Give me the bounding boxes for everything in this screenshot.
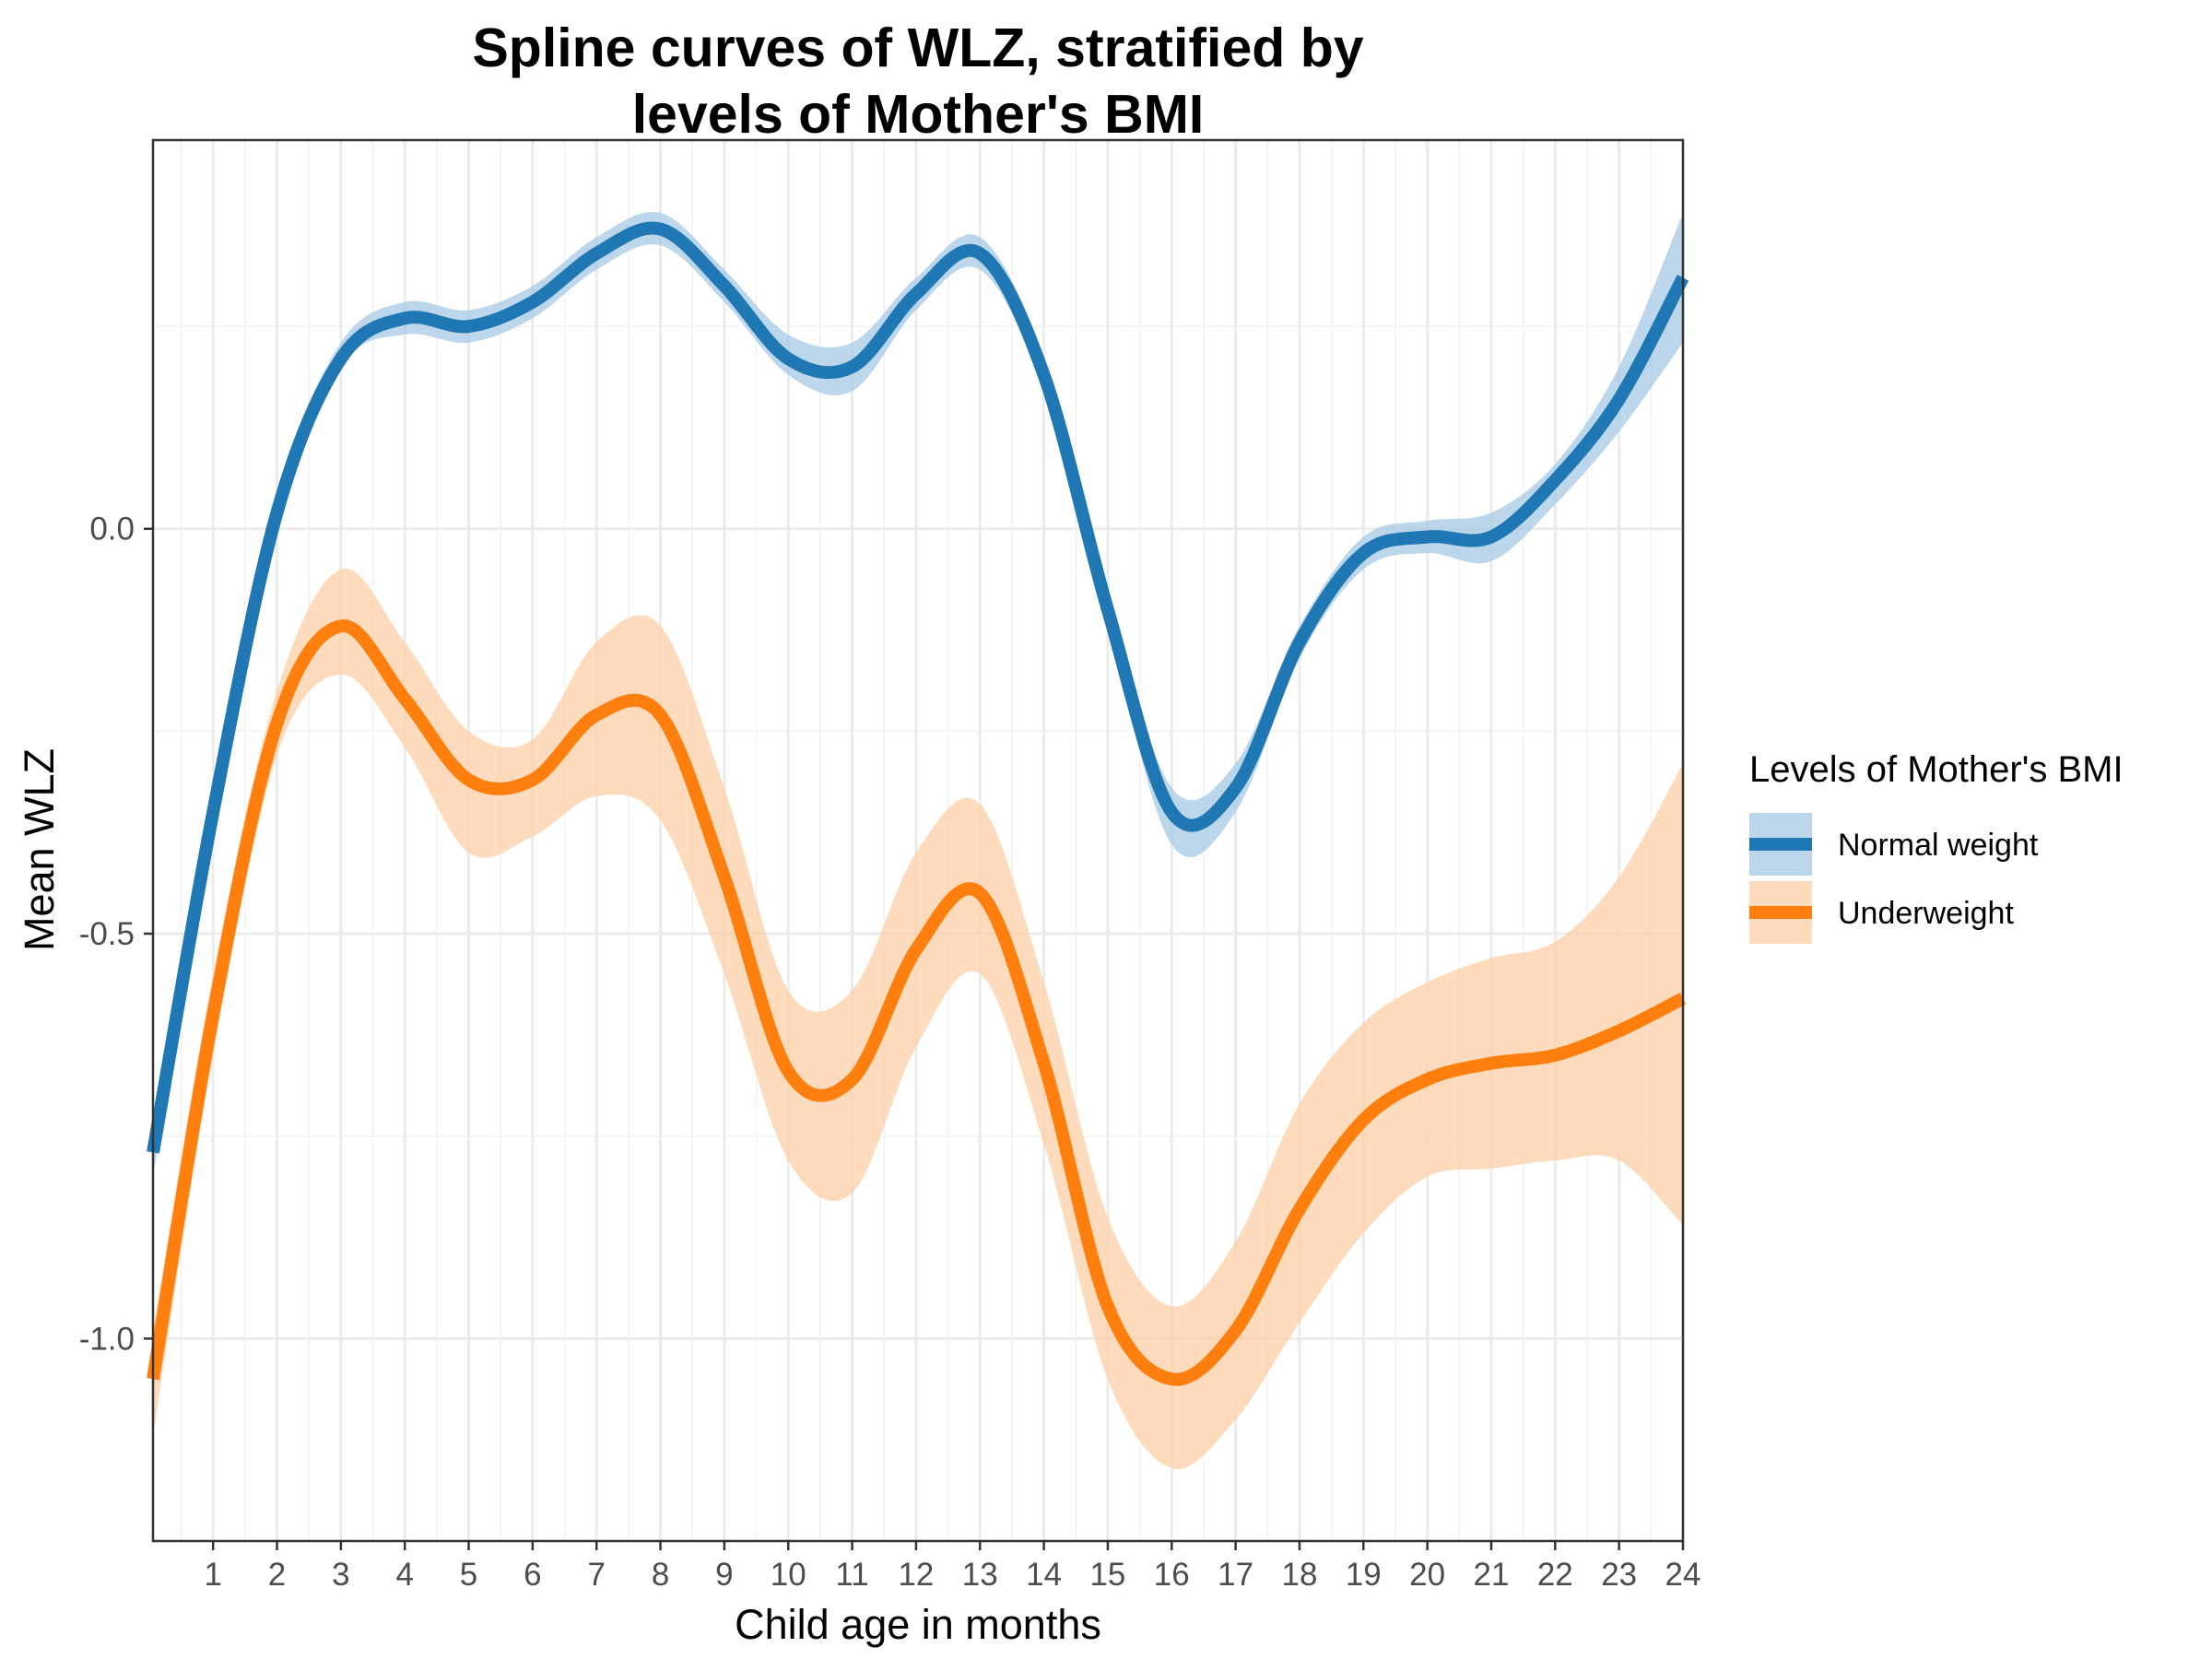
x-tick-label: 11 — [835, 1557, 868, 1593]
x-axis-title: Child age in months — [735, 1601, 1101, 1648]
legend-label-underweight: Underweight — [1838, 896, 2014, 931]
x-tick-label: 10 — [771, 1557, 806, 1593]
x-tick-label: 3 — [332, 1557, 349, 1593]
y-axis-title: Mean WLZ — [16, 748, 63, 951]
axes: 1 2 3 4 5 6 7 8 9 10 11 12 13 14 15 16 17 18 19 20 21 22 23 240… — [79, 138, 1701, 1593]
x-tick-label: 1 — [204, 1557, 221, 1593]
x-tick-label: 14 — [1026, 1557, 1062, 1593]
x-tick-label: 24 — [1665, 1557, 1701, 1593]
legend-label-normal-weight: Normal weight — [1838, 828, 2039, 863]
x-tick-label: 2 — [268, 1557, 286, 1593]
chart-title: Spline curves of WLZ, stratified by leve… — [472, 18, 1363, 145]
plot-panel — [153, 140, 1683, 1541]
chart-title-line-2: levels of Mother's BMI — [632, 84, 1205, 145]
chart-title-line-1: Spline curves of WLZ, stratified by — [472, 18, 1363, 78]
x-tick-label: 17 — [1218, 1557, 1253, 1593]
y-tick-label: -1.0 — [79, 1321, 135, 1357]
x-tick-label: 4 — [395, 1557, 413, 1593]
y-tick-label: 0.0 — [89, 512, 135, 547]
legend-title: Levels of Mother's BMI — [1749, 749, 2124, 790]
y-tick-label: -0.5 — [79, 916, 135, 952]
series-line-normal-weight — [147, 221, 1689, 1154]
x-tick-label: 8 — [652, 1557, 669, 1593]
x-tick-label: 7 — [587, 1557, 605, 1593]
x-tick-label: 5 — [460, 1557, 477, 1593]
x-tick-label: 12 — [898, 1557, 934, 1593]
x-tick-label: 6 — [524, 1557, 541, 1593]
x-tick-label: 20 — [1409, 1557, 1445, 1593]
plot-area — [147, 140, 1689, 1541]
x-tick-label: 22 — [1537, 1557, 1573, 1593]
confidence-band-underweight — [153, 568, 1683, 1469]
x-tick-label: 21 — [1474, 1557, 1510, 1593]
x-tick-label: 23 — [1601, 1557, 1637, 1593]
x-tick-label: 13 — [962, 1557, 998, 1593]
x-tick-label: 18 — [1281, 1557, 1317, 1593]
x-tick-label: 16 — [1154, 1557, 1190, 1593]
x-tick-label: 19 — [1346, 1557, 1382, 1593]
plot-border — [151, 138, 1685, 1543]
legend: Levels of Mother's BMI Normal weight Unde… — [1749, 749, 2124, 944]
series-line-underweight — [147, 619, 1687, 1386]
x-tick-label: 15 — [1089, 1557, 1125, 1593]
x-tick-label: 9 — [715, 1557, 733, 1593]
